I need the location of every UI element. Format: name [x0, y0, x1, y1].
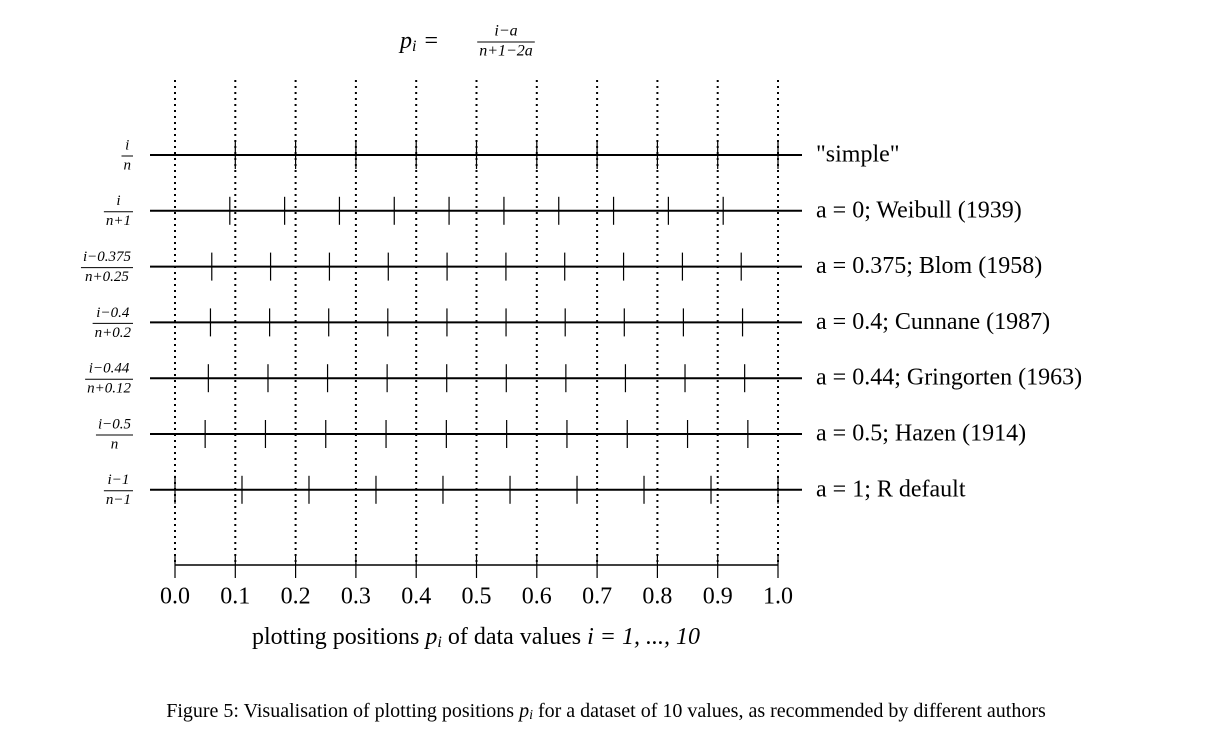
- row-denominator: n+0.12: [87, 381, 131, 397]
- row-denominator: n: [111, 436, 119, 452]
- row-numerator: i−0.4: [96, 305, 130, 321]
- x-label-part: i: [437, 634, 441, 651]
- x-tick-label: 0.1: [220, 584, 250, 610]
- title-eq: =: [424, 28, 438, 54]
- x-tick-label: 0.4: [401, 584, 431, 610]
- row-denominator: n: [124, 157, 132, 173]
- x-tick-label: 0.6: [522, 584, 552, 610]
- row-numerator: i−1: [108, 472, 130, 488]
- x-axis-label: plotting positions pi of data values i =…: [252, 624, 700, 651]
- x-label-part: of data values: [442, 624, 587, 650]
- caption-part: for a dataset of 10 values, as recommend…: [533, 700, 1046, 722]
- x-tick-label: 0.7: [582, 584, 612, 610]
- legend-label: a = 0.44; Gringorten (1963): [816, 365, 1082, 391]
- title-p: p: [398, 28, 412, 54]
- legend-label: "simple": [816, 142, 900, 168]
- row-denominator: n+0.25: [85, 269, 129, 285]
- x-tick-label: 0.0: [160, 584, 190, 610]
- x-label-part: p: [423, 624, 437, 650]
- x-tick-label: 0.3: [341, 584, 371, 610]
- x-tick-label: 0.5: [462, 584, 492, 610]
- row-numerator: i−0.44: [89, 361, 130, 377]
- x-tick-label: 0.2: [281, 584, 311, 610]
- legend-label: a = 1; R default: [816, 476, 966, 502]
- x-label-part: plotting positions: [252, 624, 425, 650]
- row-numerator: i−0.375: [83, 249, 132, 265]
- x-tick-label: 0.8: [642, 584, 672, 610]
- chart-title: pi =: [398, 28, 438, 55]
- row-denominator: n+1: [106, 213, 131, 229]
- row-numerator: i: [125, 137, 129, 153]
- title-sub: i: [412, 38, 416, 55]
- x-tick-label: 1.0: [763, 584, 793, 610]
- row-numerator: i−0.5: [98, 416, 132, 432]
- title-denominator: n+1−2a: [479, 43, 533, 60]
- caption-part: Figure 5: Visualisation of plotting posi…: [166, 700, 519, 722]
- title-numerator: i−a: [494, 23, 517, 40]
- row-numerator: i: [116, 193, 120, 209]
- legend-label: a = 0.4; Cunnane (1987): [816, 309, 1050, 335]
- x-tick-label: 0.9: [703, 584, 733, 610]
- row-denominator: n+0.2: [95, 325, 132, 341]
- caption: Figure 5: Visualisation of plotting posi…: [166, 700, 1046, 724]
- row-denominator: n−1: [106, 492, 131, 508]
- x-label-part: i = 1, ..., 10: [587, 624, 700, 650]
- caption-part: p: [517, 700, 529, 722]
- legend-label: a = 0; Weibull (1939): [816, 197, 1022, 223]
- legend-label: a = 0.375; Blom (1958): [816, 253, 1042, 279]
- legend-label: a = 0.5; Hazen (1914): [816, 421, 1026, 447]
- caption-part: i: [529, 708, 533, 723]
